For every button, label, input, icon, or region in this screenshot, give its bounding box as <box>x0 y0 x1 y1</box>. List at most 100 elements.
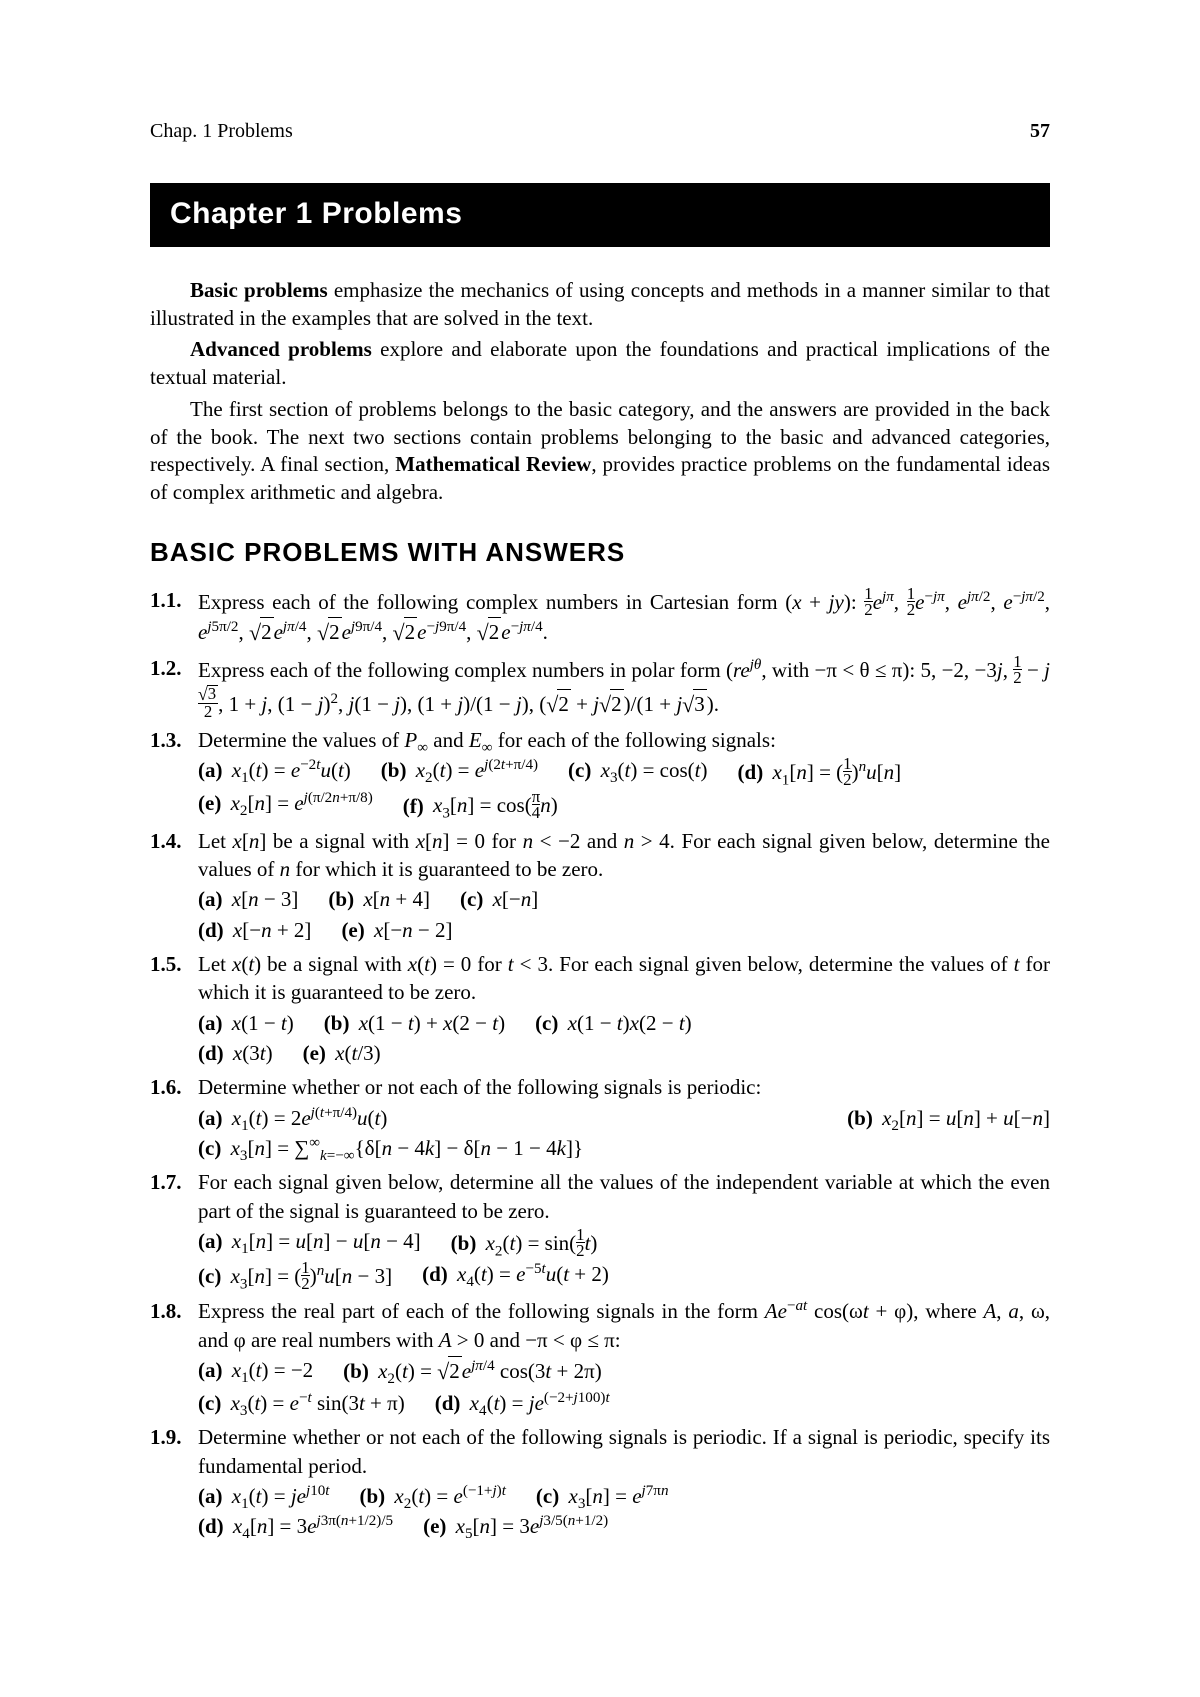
label-a: (a) <box>198 1011 223 1035</box>
intro-p3: The first section of problems belongs to… <box>150 396 1050 507</box>
sub-items: (a) x(1 − t) (b) x(1 − t) + x(2 − t) (c)… <box>198 1009 1050 1037</box>
problem-1.1: 1.1. Express each of the following compl… <box>150 586 1050 648</box>
label-e: (e) <box>303 1041 326 1065</box>
label-c: (c) <box>568 758 591 782</box>
label-b: (b) <box>343 1359 369 1383</box>
problem-num: 1.5. <box>150 950 198 978</box>
problem-text: Determine whether or not each of the fol… <box>198 1423 1050 1540</box>
sub-items: (a) x1(t) = 2ej(t+π/4)u(t) (b) x2[n] = u… <box>198 1104 1050 1132</box>
p19-text: Determine whether or not each of the fol… <box>198 1425 1050 1477</box>
label-a: (a) <box>198 1484 223 1508</box>
label-c: (c) <box>198 1264 221 1288</box>
problem-1.2: 1.2. Express each of the following compl… <box>150 654 1050 720</box>
p14-1: Let <box>198 829 233 853</box>
sub-items: (a) x1(t) = jej10t (b) x2(t) = e(−1+j)t … <box>198 1482 1050 1510</box>
label-d: (d) <box>198 918 224 942</box>
problem-num: 1.9. <box>150 1423 198 1451</box>
label-d: (d) <box>422 1262 448 1286</box>
problem-text: Let x[n] be a signal with x[n] = 0 for n… <box>198 827 1050 944</box>
label-b: (b) <box>451 1231 477 1255</box>
section-heading: BASIC PROBLEMS WITH ANSWERS <box>150 537 1050 568</box>
problem-text: Express each of the following complex nu… <box>198 586 1050 648</box>
sub-items: (a) x1[n] = u[n] − u[n − 4] (b) x2(t) = … <box>198 1227 1050 1258</box>
sub-items: (a) x1(t) = −2 (b) x2(t) = √2ejπ/4 cos(3… <box>198 1356 1050 1387</box>
running-header: Chap. 1 Problems 57 <box>150 120 1050 143</box>
p18-lead: Express the real part of each of the fol… <box>198 1299 765 1323</box>
term-basic: Basic problems <box>190 278 328 302</box>
intro-p1: Basic problems emphasize the mechanics o… <box>150 277 1050 332</box>
problem-text: For each signal given below, determine a… <box>198 1168 1050 1291</box>
problem-num: 1.6. <box>150 1073 198 1101</box>
problem-1.8: 1.8. Express the real part of each of th… <box>150 1297 1050 1417</box>
label-c: (c) <box>198 1391 221 1415</box>
label-a: (a) <box>198 758 223 782</box>
problem-1.5: 1.5. Let x(t) be a signal with x(t) = 0 … <box>150 950 1050 1067</box>
label-a: (a) <box>198 1358 223 1382</box>
label-b: (b) <box>360 1484 386 1508</box>
problem-1.7: 1.7. For each signal given below, determ… <box>150 1168 1050 1291</box>
p15-2: be a signal with <box>261 952 408 976</box>
label-b: (b) <box>328 887 354 911</box>
problem-1.9: 1.9. Determine whether or not each of th… <box>150 1423 1050 1540</box>
label-a: (a) <box>198 1106 223 1130</box>
label-b: (b) <box>847 1106 873 1130</box>
p12-lead: Express each of the following complex nu… <box>198 658 733 682</box>
intro-p2: Advanced problems explore and elaborate … <box>150 336 1050 391</box>
p14-3: = 0 for <box>450 829 523 853</box>
problem-text: Express each of the following complex nu… <box>198 654 1050 720</box>
label-a: (a) <box>198 887 223 911</box>
problem-1.3: 1.3. Determine the values of P∞ and E∞ f… <box>150 726 1050 821</box>
problem-num: 1.3. <box>150 726 198 754</box>
problems-list: 1.1. Express each of the following compl… <box>150 586 1050 1541</box>
problem-text: Determine whether or not each of the fol… <box>198 1073 1050 1162</box>
problem-text: Express the real part of each of the fol… <box>198 1297 1050 1417</box>
label-d: (d) <box>198 1514 224 1538</box>
page: Chap. 1 Problems 57 Chapter 1 Problems B… <box>0 0 1200 1627</box>
label-c: (c) <box>536 1484 559 1508</box>
problem-num: 1.2. <box>150 654 198 682</box>
p13-tail: for each of the following signals: <box>492 728 775 752</box>
problem-num: 1.7. <box>150 1168 198 1196</box>
sub-items-row2: (c) x3[n] = (12)nu[n − 3] (d) x4(t) = e−… <box>198 1260 1050 1291</box>
intro-text: Basic problems emphasize the mechanics o… <box>150 277 1050 507</box>
label-b: (b) <box>381 758 407 782</box>
p13-lead: Determine the values of <box>198 728 404 752</box>
term-mathreview: Mathematical Review <box>395 452 591 476</box>
sub-items-row2: (c) x3(t) = e−t sin(3t + π) (d) x4(t) = … <box>198 1389 1050 1417</box>
label-d: (d) <box>198 1041 224 1065</box>
p15-1: Let <box>198 952 232 976</box>
label-f: (f) <box>403 794 424 818</box>
term-advanced: Advanced problems <box>190 337 372 361</box>
sub-items-row2: (d) x4[n] = 3ej3π(n+1/2)/5 (e) x5[n] = 3… <box>198 1512 1050 1540</box>
sub-items: (a) x[n − 3] (b) x[n + 4] (c) x[−n] <box>198 885 1050 913</box>
p12-mid: , with −π < θ ≤ π): 5, −2, −3 <box>761 658 997 682</box>
p11-end: ): <box>844 590 857 614</box>
p14-6: for which it is guaranteed to be zero. <box>290 857 603 881</box>
label-c: (c) <box>198 1136 221 1160</box>
sub-items-row2: (c) x3[n] = ∑∞k=−∞{δ[n − 4k] − δ[n − 1 −… <box>198 1134 1050 1162</box>
problem-1.6: 1.6. Determine whether or not each of th… <box>150 1073 1050 1162</box>
label-c: (c) <box>535 1011 558 1035</box>
page-number: 57 <box>1030 120 1050 143</box>
header-left: Chap. 1 Problems <box>150 120 293 143</box>
label-e: (e) <box>198 791 221 815</box>
chapter-banner: Chapter 1 Problems <box>150 183 1050 247</box>
p18-mid: , where <box>913 1299 983 1323</box>
problem-1.4: 1.4. Let x[n] be a signal with x[n] = 0 … <box>150 827 1050 944</box>
sub-items-row2: (d) x[−n + 2] (e) x[−n − 2] <box>198 916 1050 944</box>
p14-2: be a signal with <box>266 829 415 853</box>
label-c: (c) <box>460 887 483 911</box>
p15-4: < 3. For each signal given below, determ… <box>514 952 1014 976</box>
sub-items-row2: (d) x(3t) (e) x(t/3) <box>198 1039 1050 1067</box>
label-d: (d) <box>435 1391 461 1415</box>
problem-num: 1.1. <box>150 586 198 614</box>
problem-num: 1.8. <box>150 1297 198 1325</box>
problem-text: Let x(t) be a signal with x(t) = 0 for t… <box>198 950 1050 1067</box>
label-b: (b) <box>324 1011 350 1035</box>
problem-num: 1.4. <box>150 827 198 855</box>
p17-text: For each signal given below, determine a… <box>198 1170 1050 1222</box>
p11-lead: Express each of the following complex nu… <box>198 590 792 614</box>
label-d: (d) <box>738 760 764 784</box>
problem-text: Determine the values of P∞ and E∞ for ea… <box>198 726 1050 821</box>
p14-4: < −2 and <box>533 829 624 853</box>
